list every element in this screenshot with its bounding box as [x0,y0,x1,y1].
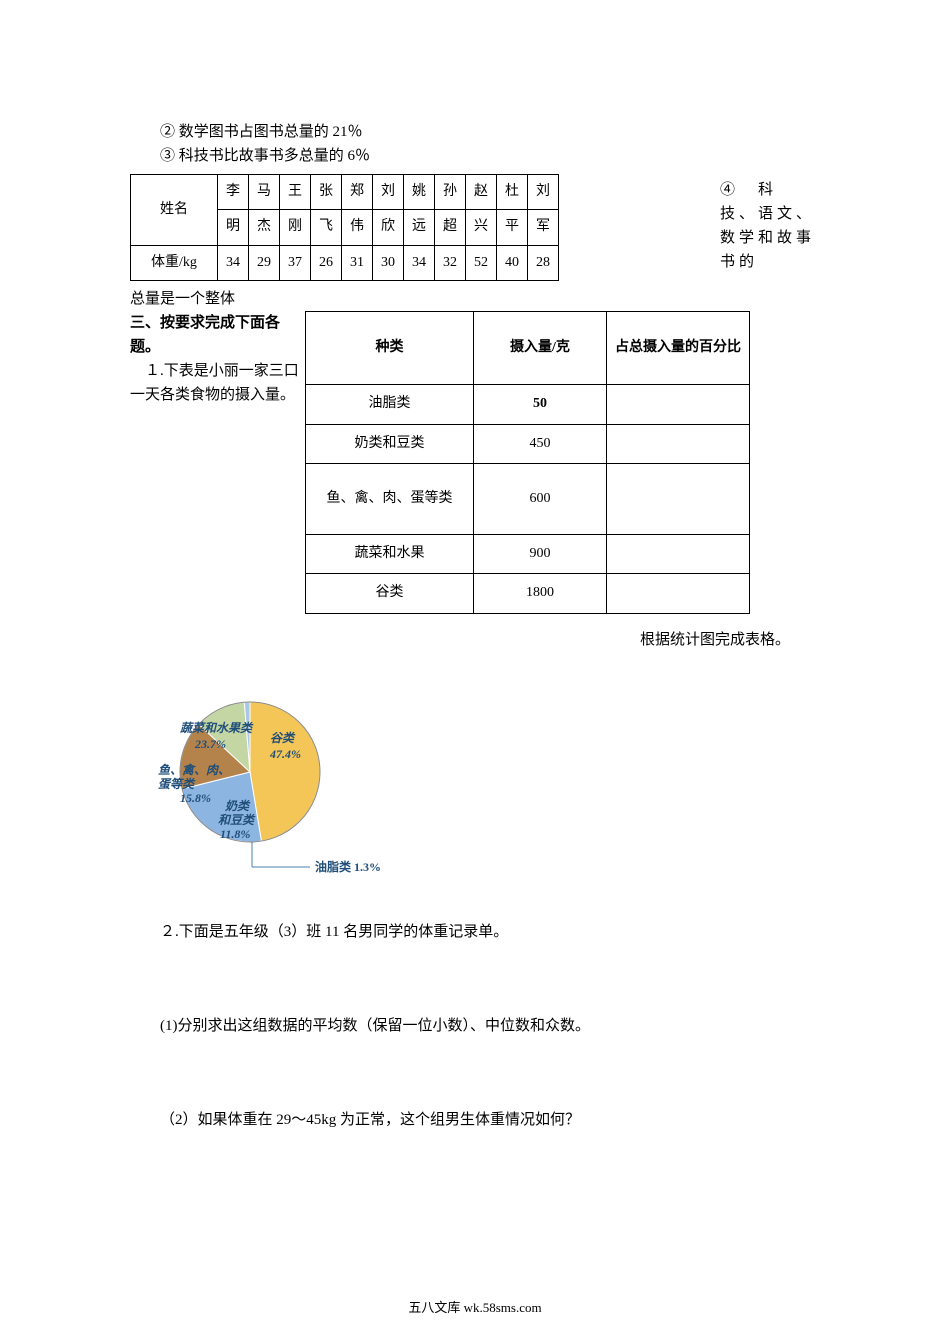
weight-val: 31 [342,245,373,280]
food-name: 蔬菜和水果 [306,534,474,573]
food-pct [607,463,750,534]
q1-text: １.下表是小丽一家三口一天各类食物的摄入量。 [130,359,300,407]
food-pct [607,574,750,613]
food-amount: 450 [474,424,607,463]
q2-sub2: （2）如果体重在 29～45kg 为正常，这个组男生体重情况如何？ [130,1108,820,1132]
weight-header-kg: 体重/kg [131,245,218,280]
food-header-1: 摄入量/克 [474,312,607,385]
food-amount: 900 [474,534,607,573]
food-amount: 1800 [474,574,607,613]
pie-chart: 谷类 47.4% 蔬菜和水果类 23.7% 鱼、禽、肉、蛋等类15.8% 奶类和豆类11.… [140,672,820,890]
svg-text:蛋等类: 蛋等类 [158,777,196,791]
weight-val: 26 [311,245,342,280]
weight-name-6-b: 远 [404,210,435,245]
svg-text:47.4%: 47.4% [269,747,301,761]
svg-text:11.8%: 11.8% [220,827,250,841]
weight-name-7-a: 孙 [435,175,466,210]
weight-val: 37 [280,245,311,280]
weight-name-2-a: 王 [280,175,311,210]
food-header-2: 占总摄入量的百分比 [607,312,750,385]
weight-val: 40 [497,245,528,280]
section-3-title: 三、按要求完成下面各题。 [130,311,300,359]
svg-text:油脂类 1.3%: 油脂类 1.3% [315,859,381,874]
weight-val: 34 [218,245,249,280]
food-name: 奶类和豆类 [306,424,474,463]
svg-text:和豆类: 和豆类 [218,813,256,827]
weight-name-3-a: 张 [311,175,342,210]
food-amount: 50 [474,385,607,424]
weight-val: 32 [435,245,466,280]
svg-text:谷类: 谷类 [270,731,296,745]
food-name: 鱼、禽、肉、蛋等类 [306,463,474,534]
weight-name-4-a: 郑 [342,175,373,210]
food-pct [607,385,750,424]
food-pct [607,424,750,463]
svg-text:鱼、禽、肉、: 鱼、禽、肉、 [158,763,230,777]
weight-val: 52 [466,245,497,280]
weight-name-0-b: 明 [218,210,249,245]
weight-name-10-a: 刘 [528,175,559,210]
weight-table: 姓名 李 马 王 张 郑 刘 姚 孙 赵 杜 刘 明 杰 刚 飞 伟 欣 远 超… [130,174,559,281]
food-pct [607,534,750,573]
svg-text:蔬菜和水果类: 蔬菜和水果类 [180,721,254,735]
weight-val: 29 [249,245,280,280]
svg-text:23.7%: 23.7% [194,737,226,751]
food-table: 种类 摄入量/克 占总摄入量的百分比 油脂类 50 奶类和豆类 450 鱼、禽、… [305,311,750,614]
table-row: 奶类和豆类 450 [306,424,750,463]
weight-name-8-b: 兴 [466,210,497,245]
food-name: 谷类 [306,574,474,613]
weight-name-7-b: 超 [435,210,466,245]
weight-name-10-b: 军 [528,210,559,245]
svg-text:15.8%: 15.8% [180,791,211,805]
after-weight-text: 总量是一个整体 [130,287,820,311]
weight-val: 28 [528,245,559,280]
note-4: ④ 科技、语文、数学和故事书的 [720,178,815,274]
weight-name-0-a: 李 [218,175,249,210]
q2-sub1: (1)分别求出这组数据的平均数（保留一位小数）、中位数和众数。 [130,1014,820,1038]
weight-header-name: 姓名 [131,175,218,246]
weight-name-2-b: 刚 [280,210,311,245]
weight-name-1-a: 马 [249,175,280,210]
food-header-0: 种类 [306,312,474,385]
weight-name-1-b: 杰 [249,210,280,245]
complete-text: 根据统计图完成表格。 [130,628,820,652]
weight-name-8-a: 赵 [466,175,497,210]
svg-text:奶类: 奶类 [225,799,251,813]
weight-name-9-b: 平 [497,210,528,245]
table-row: 体重/kg 34 29 37 26 31 30 34 32 52 40 28 [131,245,559,280]
table-row: 谷类 1800 [306,574,750,613]
table-row: 姓名 李 马 王 张 郑 刘 姚 孙 赵 杜 刘 [131,175,559,210]
q2-text: ２.下面是五年级（3）班 11 名男同学的体重记录单。 [130,920,820,944]
footer: 五八文库 wk.58sms.com [0,1297,950,1316]
weight-val: 30 [373,245,404,280]
weight-name-9-a: 杜 [497,175,528,210]
statement-2: ② 数学图书占图书总量的 21％ [130,120,820,144]
weight-name-5-a: 刘 [373,175,404,210]
table-row: 种类 摄入量/克 占总摄入量的百分比 [306,312,750,385]
weight-name-6-a: 姚 [404,175,435,210]
weight-val: 34 [404,245,435,280]
table-row: 鱼、禽、肉、蛋等类 600 [306,463,750,534]
table-row: 油脂类 50 [306,385,750,424]
statement-3: ③ 科技书比故事书多总量的 6％ [130,144,820,168]
food-amount: 600 [474,463,607,534]
weight-name-5-b: 欣 [373,210,404,245]
weight-name-4-b: 伟 [342,210,373,245]
circled-4: ④ [720,182,739,198]
table-row: 蔬菜和水果 900 [306,534,750,573]
food-name: 油脂类 [306,385,474,424]
weight-name-3-b: 飞 [311,210,342,245]
